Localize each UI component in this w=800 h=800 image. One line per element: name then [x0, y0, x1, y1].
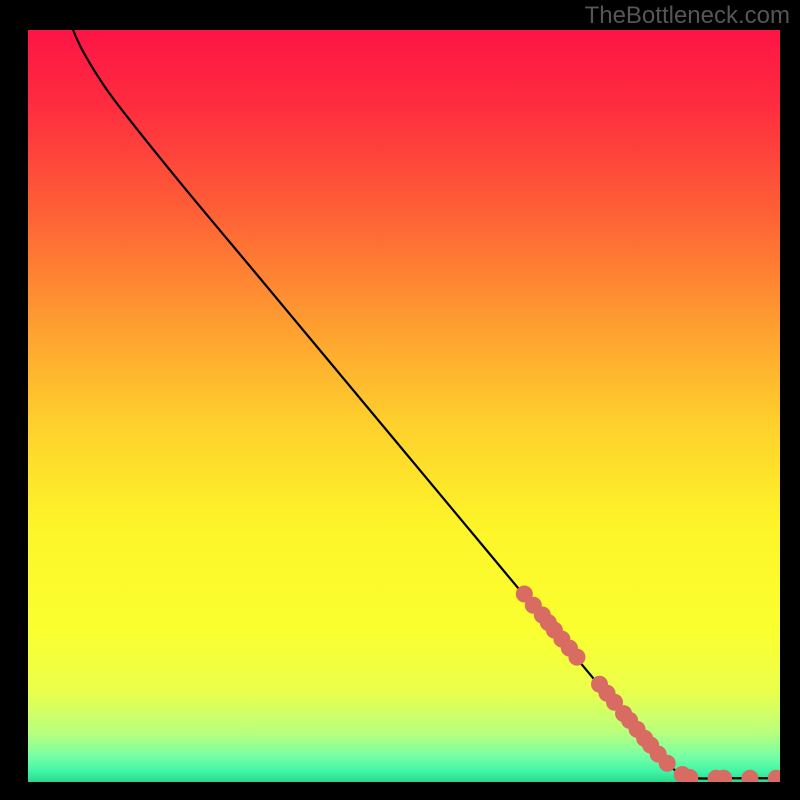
curve-marker	[569, 649, 585, 665]
bottleneck-chart	[28, 30, 780, 782]
watermark-text: TheBottleneck.com	[585, 2, 790, 30]
stage: TheBottleneck.com	[0, 0, 800, 800]
gradient-background	[28, 30, 780, 782]
curve-marker	[742, 770, 758, 782]
chart-plot-area	[28, 30, 780, 782]
curve-marker	[682, 769, 698, 782]
curve-marker	[716, 770, 732, 782]
curve-marker	[659, 755, 675, 771]
